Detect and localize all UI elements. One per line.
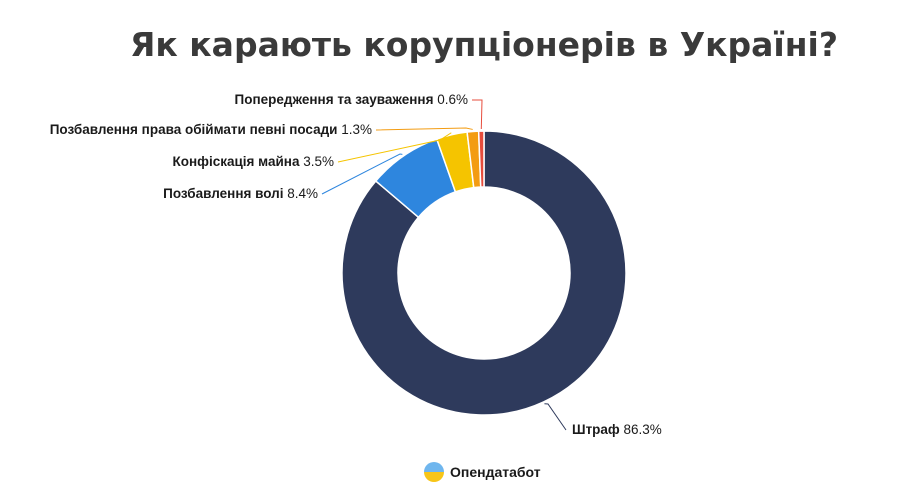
leader-line-1 [321, 153, 403, 195]
slice-label-name-2: Конфіскація майна [173, 154, 304, 169]
slice-label-value-3: 1.3% [341, 122, 372, 137]
slice-label-value-2: 3.5% [303, 154, 334, 169]
slice-label-name-4: Попередження та зауваження [235, 92, 438, 107]
opendatabot-logo-icon [424, 462, 444, 482]
slice-label-4: Попередження та зауваження 0.6% [235, 92, 468, 107]
slice-label-1: Позбавлення волі 8.4% [163, 186, 318, 201]
chart-title: Як карають корупціонерів в Україні? [130, 25, 838, 64]
slice-label-name-1: Позбавлення волі [163, 186, 287, 201]
leader-line-4 [472, 99, 483, 130]
leader-line-3 [375, 127, 473, 131]
slice-label-value-0: 86.3% [624, 422, 662, 437]
donut-slices [341, 130, 627, 416]
leader-line-0 [544, 403, 567, 431]
slice-label-3: Позбавлення права обіймати певні посади … [50, 122, 372, 137]
slice-label-value-1: 8.4% [287, 186, 318, 201]
slice-label-name-3: Позбавлення права обіймати певні посади [50, 122, 342, 137]
slice-4 [477, 130, 485, 188]
leader-line-2 [337, 132, 452, 163]
slice-0 [341, 130, 627, 416]
leader-lines [321, 99, 567, 431]
brand: Опендатабот [424, 462, 541, 482]
slice-label-value-4: 0.6% [437, 92, 468, 107]
slice-labels: Штраф 86.3% Позбавлення волі 8.4% Конфіска… [50, 92, 662, 437]
brand-name: Опендатабот [450, 464, 541, 480]
slice-label-name-0: Штраф [572, 422, 624, 437]
slice-label-2: Конфіскація майна 3.5% [173, 154, 334, 169]
slice-label-0: Штраф 86.3% [572, 422, 662, 437]
